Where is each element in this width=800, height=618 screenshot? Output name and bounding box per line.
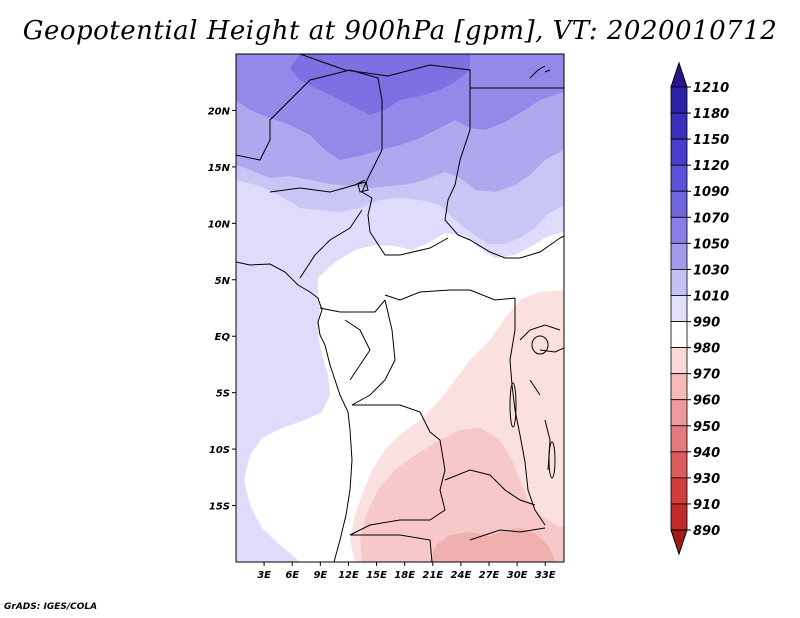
coastline-west — [236, 261, 353, 562]
colorbar-bin — [670, 347, 688, 375]
colorbar-label: 1050 — [693, 237, 729, 252]
lat-label: 5S — [216, 389, 230, 400]
lon-label: 21E — [422, 570, 443, 581]
border-nigeria-cameroon — [299, 209, 363, 279]
border-cameroon-south — [319, 299, 386, 313]
colorbar-label: 1210 — [693, 81, 729, 96]
colorbar-label: 910 — [693, 498, 720, 513]
border-east-lakes — [519, 324, 564, 471]
colorbar-label: 980 — [693, 342, 720, 357]
colorbar-label: 970 — [693, 368, 720, 383]
lon-label: 24E — [451, 570, 472, 581]
lon-label: 9E — [313, 570, 327, 581]
border-zimbabwe — [469, 527, 546, 541]
border-angola — [349, 404, 446, 536]
colorbar-bin — [670, 321, 688, 348]
border-libya-chad — [299, 54, 471, 110]
colorbar-bottom-triangle — [670, 529, 688, 556]
colorbar-label: 930 — [693, 472, 720, 487]
lon-label: 6E — [285, 570, 299, 581]
lat-label: 10S — [209, 445, 230, 456]
colorbar-label: 1030 — [693, 263, 729, 278]
colorbar-label: 990 — [693, 316, 720, 331]
border-drc-west — [351, 299, 396, 406]
colorbar-bin — [670, 164, 688, 192]
grads-credit: GrADS: IGES/COLA — [4, 602, 98, 612]
colorbar-bin — [670, 269, 688, 296]
lat-label: 15S — [209, 502, 230, 513]
colorbar-label: 1090 — [693, 185, 729, 200]
lat-label: 5N — [215, 276, 231, 287]
map-frame — [235, 53, 565, 563]
colorbar-bin — [670, 216, 688, 244]
colorbar-label: 950 — [693, 420, 720, 435]
chart-title: Geopotential Height at 900hPa [gpm], VT:… — [22, 16, 778, 46]
coastline-redsea — [529, 65, 551, 79]
lake-malawi — [548, 441, 556, 479]
border-namibia — [350, 534, 433, 562]
colorbar-label: 940 — [693, 446, 720, 461]
colorbar-bin — [670, 451, 688, 479]
colorbar-bin — [670, 373, 688, 401]
border-chad-car — [367, 197, 449, 256]
field-1090 — [290, 54, 470, 115]
colorbar-bin — [670, 399, 688, 427]
lon-label: 15E — [366, 570, 387, 581]
colorbar-bin — [670, 295, 688, 322]
border-drc-east — [509, 298, 546, 526]
lat-label: 10N — [208, 219, 231, 230]
colorbar-top-triangle — [670, 61, 688, 88]
colorbar-label: 960 — [693, 394, 720, 409]
colorbar-label: 1120 — [693, 159, 729, 174]
border-congo — [344, 319, 371, 381]
lon-label: 30E — [507, 570, 528, 581]
lon-label: 12E — [338, 570, 359, 581]
colorbar-bin — [670, 112, 688, 140]
axis-ticks: 20N 15N 10N 5N EQ 5S 10S 15S 3E 6E 9E 12E 15E 18E 21E 2… — [208, 106, 556, 581]
colorbar-bin — [670, 190, 688, 218]
colorbar-bin — [670, 477, 688, 505]
colorbar-label: 1010 — [693, 289, 729, 304]
colorbar-bin — [670, 503, 688, 531]
colorbar-label: 1180 — [693, 107, 729, 122]
colorbar-bin — [670, 425, 688, 453]
lon-label: 27E — [479, 570, 500, 581]
lon-label: 33E — [535, 570, 556, 581]
colorbar-bin — [670, 86, 688, 114]
lon-label: 3E — [257, 570, 271, 581]
lat-label: 15N — [208, 163, 231, 174]
lake-tanganyika — [509, 382, 517, 428]
colorbar-label: 1070 — [693, 211, 729, 226]
lake-victoria — [531, 335, 549, 355]
boundary-layer — [236, 54, 564, 562]
colorbar-bin — [670, 242, 688, 270]
lat-label: EQ — [215, 332, 231, 343]
colorbar-label: 1150 — [693, 133, 729, 148]
border-zambia — [444, 469, 536, 506]
lon-label: 18E — [394, 570, 415, 581]
colorbar-label: 890 — [693, 524, 720, 539]
border-niger-nigeria — [269, 179, 366, 193]
lake-chad — [357, 181, 369, 193]
border-car-drc — [384, 289, 516, 301]
lat-label: 20N — [208, 106, 231, 117]
border-north — [236, 69, 383, 199]
field-960 — [430, 528, 556, 562]
border-chad-sudan — [444, 110, 564, 259]
colorbar-bin — [670, 138, 688, 166]
field-970 — [360, 428, 564, 562]
